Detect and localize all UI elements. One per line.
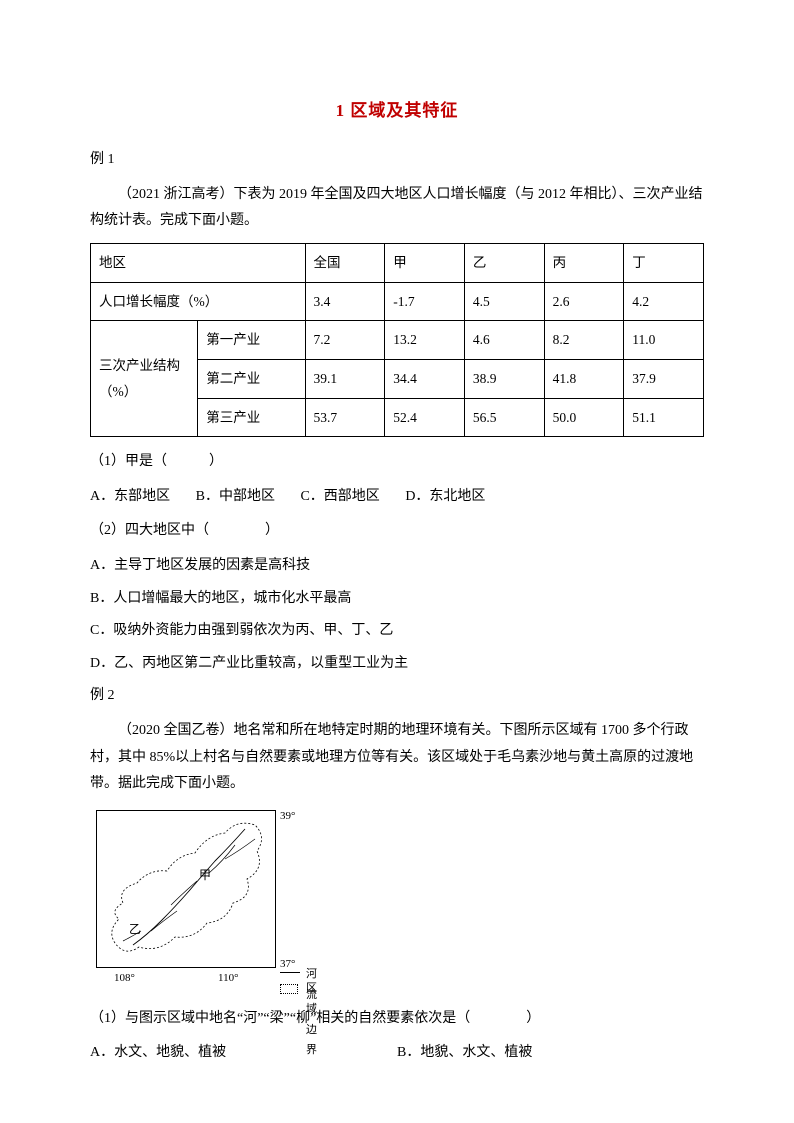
- river-trib: [225, 839, 255, 859]
- legend-boundary-label: 区域边界: [306, 978, 320, 1062]
- river-trib: [209, 845, 235, 873]
- th-col: 甲: [385, 244, 465, 283]
- page-title: 1 区域及其特征: [90, 95, 704, 127]
- marker-yi: 乙: [129, 922, 141, 936]
- choice-a: A．东部地区: [90, 484, 170, 511]
- cell: 4.5: [464, 282, 544, 321]
- cell: 50.0: [544, 398, 624, 437]
- river-trib: [151, 911, 177, 931]
- lat-label-top: 39°: [280, 806, 295, 827]
- choice-b: B．人口增幅最大的地区，城市化水平最高: [90, 586, 704, 613]
- cell: 38.9: [464, 360, 544, 399]
- row-label: 人口增长幅度（%）: [91, 282, 306, 321]
- cell: 56.5: [464, 398, 544, 437]
- th-col: 乙: [464, 244, 544, 283]
- cell: 2.6: [544, 282, 624, 321]
- row-label: 第三产业: [198, 398, 305, 437]
- table-row: 三次产业结构（%） 第一产业 7.2 13.2 4.6 8.2 11.0: [91, 321, 704, 360]
- row-label: 第二产业: [198, 360, 305, 399]
- example-2-label: 例 2: [90, 683, 704, 710]
- cell: 4.6: [464, 321, 544, 360]
- cell: 53.7: [305, 398, 385, 437]
- river-trib: [171, 881, 197, 905]
- q2-stem: （2）四大地区中（ ）: [90, 518, 704, 545]
- region-map: 甲 乙 39° 37° 108° 110° 河 流 区域边界: [90, 806, 320, 996]
- choice-d: D．东北地区: [405, 484, 485, 511]
- map-frame: 甲 乙: [96, 810, 276, 968]
- industry-table: 地区 全国 甲 乙 丙 丁 人口增长幅度（%） 3.4 -1.7 4.5 2.6…: [90, 243, 704, 437]
- ex2-q1-choices: A．水文、地貌、植被 B．地貌、水文、植被: [90, 1040, 704, 1067]
- row-label: 第一产业: [198, 321, 305, 360]
- cell: 37.9: [624, 360, 704, 399]
- cell: 8.2: [544, 321, 624, 360]
- cell: 52.4: [385, 398, 465, 437]
- cell: 7.2: [305, 321, 385, 360]
- th-region: 地区: [91, 244, 306, 283]
- example-1-label: 例 1: [90, 147, 704, 174]
- cell: 11.0: [624, 321, 704, 360]
- choice-c: C．吸纳外资能力由强到弱依次为丙、甲、丁、乙: [90, 618, 704, 645]
- choice-a: A．主导丁地区发展的因素是高科技: [90, 553, 704, 580]
- th-col: 全国: [305, 244, 385, 283]
- example-2-intro: （2020 全国乙卷）地名常和所在地特定时期的地理环境有关。下图所示区域有 17…: [90, 718, 704, 798]
- cell: 41.8: [544, 360, 624, 399]
- cell: -1.7: [385, 282, 465, 321]
- ex2-q1-stem: （1）与图示区域中地名“河”“梁”“柳”相关的自然要素依次是（ ）: [90, 1006, 704, 1033]
- cell: 39.1: [305, 360, 385, 399]
- row-group-label: 三次产业结构（%）: [91, 321, 198, 437]
- choice-b: B．中部地区: [196, 484, 275, 511]
- legend-river-icon: [280, 972, 300, 973]
- th-col: 丁: [624, 244, 704, 283]
- cell: 34.4: [385, 360, 465, 399]
- example-1-intro: （2021 浙江高考）下表为 2019 年全国及四大地区人口增长幅度（与 201…: [90, 182, 704, 235]
- table-row: 人口增长幅度（%） 3.4 -1.7 4.5 2.6 4.2: [91, 282, 704, 321]
- th-col: 丙: [544, 244, 624, 283]
- q1-stem: （1）甲是（ ）: [90, 449, 704, 476]
- lon-label-right: 110°: [218, 968, 239, 989]
- table-row: 地区 全国 甲 乙 丙 丁: [91, 244, 704, 283]
- legend-boundary-icon: [280, 984, 298, 994]
- q1-choices: A．东部地区 B．中部地区 C．西部地区 D．东北地区: [90, 484, 704, 511]
- cell: 51.1: [624, 398, 704, 437]
- cell: 13.2: [385, 321, 465, 360]
- cell: 4.2: [624, 282, 704, 321]
- marker-jia: 甲: [199, 868, 211, 882]
- lon-label-left: 108°: [114, 968, 135, 989]
- choice-a: A．水文、地貌、植被: [90, 1040, 397, 1067]
- choice-d: D．乙、丙地区第二产业比重较高，以重型工业为主: [90, 651, 704, 678]
- choice-c: C．西部地区: [300, 484, 379, 511]
- cell: 3.4: [305, 282, 385, 321]
- choice-b: B．地貌、水文、植被: [397, 1040, 704, 1067]
- map-svg: 甲 乙: [97, 811, 275, 967]
- river-main: [133, 829, 245, 945]
